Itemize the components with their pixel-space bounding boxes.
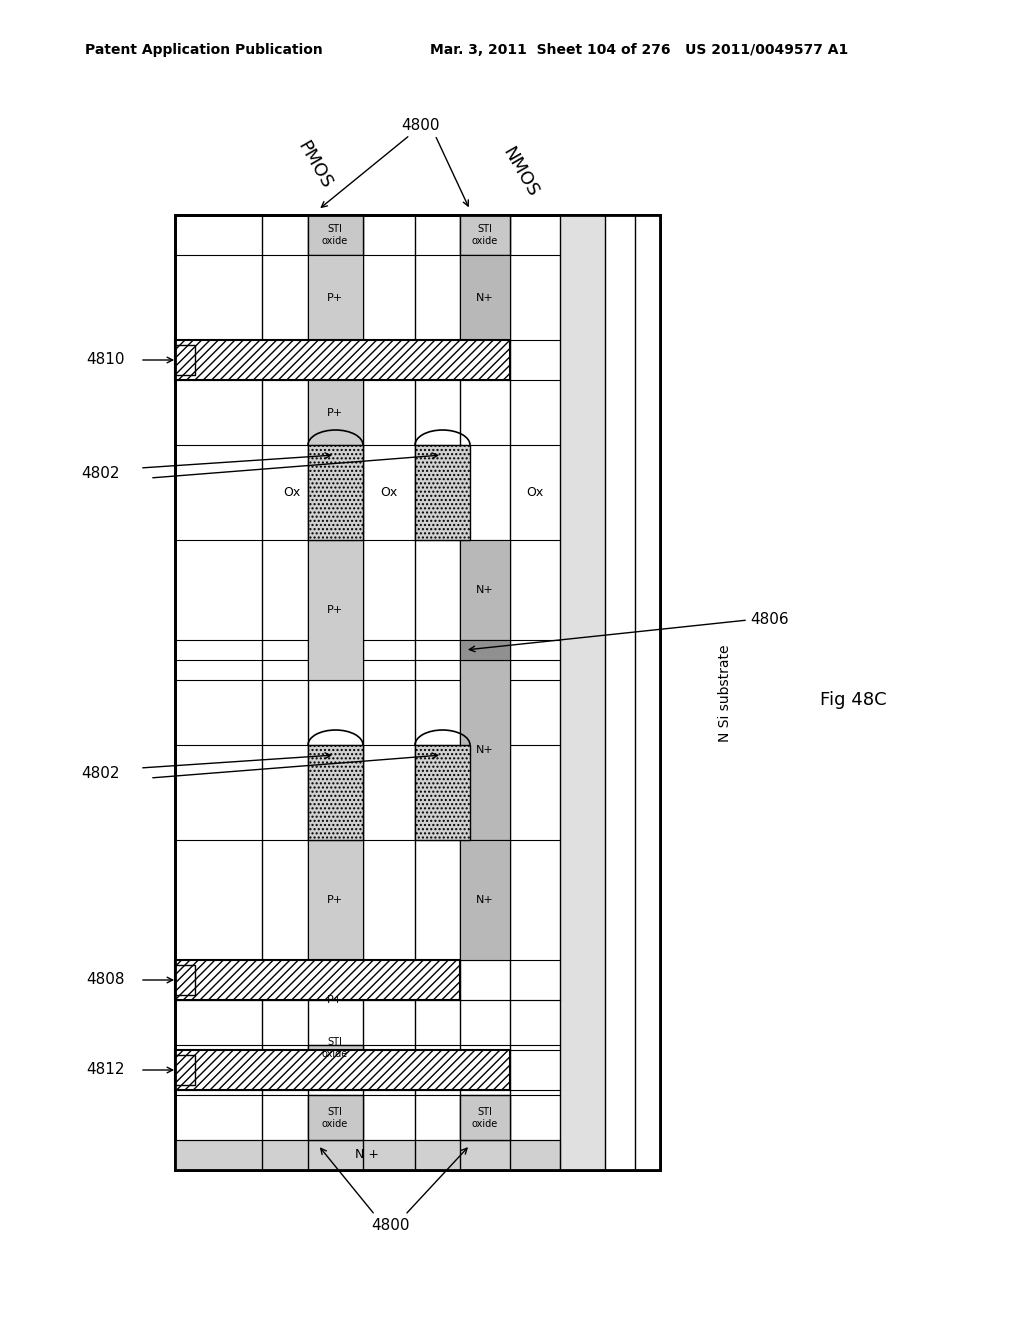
Text: 4802: 4802 <box>82 766 120 780</box>
Bar <box>460 1096 510 1140</box>
Text: 4800: 4800 <box>371 1217 410 1233</box>
Text: Mar. 3, 2011  Sheet 104 of 276   US 2011/0049577 A1: Mar. 3, 2011 Sheet 104 of 276 US 2011/00… <box>430 44 848 57</box>
Text: Ox: Ox <box>380 487 397 499</box>
Text: Ox: Ox <box>284 487 301 499</box>
Bar <box>460 215 510 255</box>
Text: P+: P+ <box>327 605 343 615</box>
Bar <box>308 540 362 680</box>
Text: N +: N + <box>355 1148 379 1162</box>
Bar <box>308 445 362 540</box>
Bar <box>308 840 362 960</box>
Bar <box>175 1055 195 1085</box>
Text: 4810: 4810 <box>86 352 125 367</box>
Text: STI
oxide: STI oxide <box>472 1107 498 1129</box>
Text: N+: N+ <box>476 895 494 906</box>
Bar <box>308 255 362 341</box>
Bar <box>308 1096 362 1140</box>
Bar <box>460 840 510 960</box>
Text: NMOS: NMOS <box>499 144 542 201</box>
Text: N+: N+ <box>476 585 494 595</box>
Text: N Si substrate: N Si substrate <box>718 644 732 742</box>
Text: Ox: Ox <box>526 487 544 499</box>
Bar <box>460 660 510 840</box>
Bar <box>175 1140 560 1170</box>
Text: 4800: 4800 <box>400 117 439 132</box>
Text: P+: P+ <box>327 293 343 304</box>
Bar <box>308 744 362 840</box>
Text: PMOS: PMOS <box>294 139 336 191</box>
Text: STI
oxide: STI oxide <box>472 224 498 246</box>
Bar <box>175 965 195 995</box>
Bar <box>175 1049 510 1090</box>
Bar <box>308 1045 362 1049</box>
Bar <box>308 380 362 445</box>
Bar <box>415 744 470 840</box>
Text: N+: N+ <box>476 293 494 304</box>
Text: 4806: 4806 <box>750 612 788 627</box>
Text: STI
oxide: STI oxide <box>322 224 348 246</box>
Bar <box>460 640 510 660</box>
Text: 4812: 4812 <box>86 1063 125 1077</box>
Bar <box>175 215 660 1170</box>
Bar <box>560 215 660 1170</box>
Bar <box>460 255 510 341</box>
Bar <box>175 215 660 1170</box>
Bar <box>175 345 195 375</box>
Bar <box>605 215 635 1170</box>
Bar <box>460 540 510 640</box>
Text: 4808: 4808 <box>86 973 125 987</box>
Text: STI
oxide: STI oxide <box>322 1107 348 1129</box>
Bar <box>175 960 460 1001</box>
Text: Patent Application Publication: Patent Application Publication <box>85 44 323 57</box>
Bar <box>308 215 362 255</box>
Bar <box>415 445 470 540</box>
Text: 4802: 4802 <box>82 466 120 480</box>
Text: P+: P+ <box>327 895 343 906</box>
Text: P+: P+ <box>327 408 343 418</box>
Bar <box>175 341 510 380</box>
Bar <box>635 215 660 1170</box>
Text: Fig 48C: Fig 48C <box>820 690 887 709</box>
Text: P+: P+ <box>327 995 343 1005</box>
Text: STI
oxide: STI oxide <box>322 1038 348 1059</box>
Text: N+: N+ <box>476 744 494 755</box>
